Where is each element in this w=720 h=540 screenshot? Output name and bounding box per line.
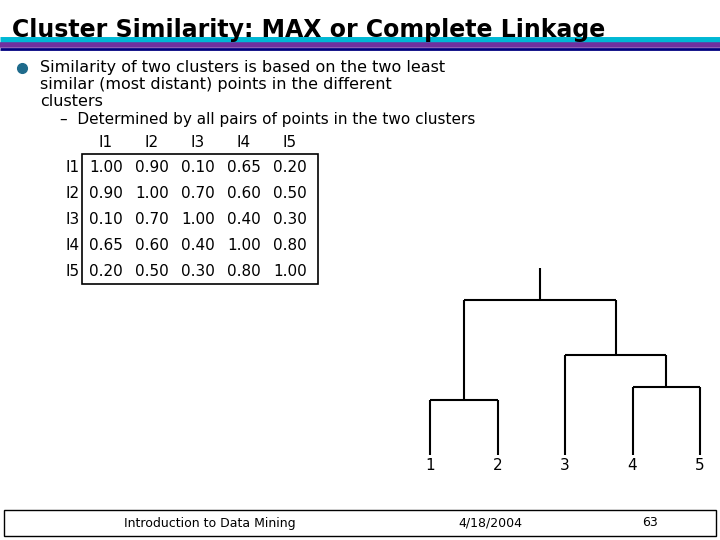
Text: 0.90: 0.90 <box>135 159 169 174</box>
Text: 1.00: 1.00 <box>227 238 261 253</box>
Text: I2: I2 <box>145 135 159 150</box>
Text: I1: I1 <box>66 159 80 174</box>
Text: Similarity of two clusters is based on the two least: Similarity of two clusters is based on t… <box>40 60 445 75</box>
Text: 1.00: 1.00 <box>181 212 215 226</box>
Text: 5: 5 <box>696 458 705 473</box>
Text: Introduction to Data Mining: Introduction to Data Mining <box>124 516 296 530</box>
Text: 0.70: 0.70 <box>181 186 215 200</box>
Text: 63: 63 <box>642 516 658 530</box>
Text: Cluster Similarity: MAX or Complete Linkage: Cluster Similarity: MAX or Complete Link… <box>12 18 606 42</box>
Text: I4: I4 <box>66 238 80 253</box>
Text: I3: I3 <box>66 212 80 226</box>
Text: 0.10: 0.10 <box>181 159 215 174</box>
Text: 0.65: 0.65 <box>227 159 261 174</box>
Text: 4: 4 <box>628 458 637 473</box>
Text: I5: I5 <box>283 135 297 150</box>
Text: 1.00: 1.00 <box>273 264 307 279</box>
Text: 0.40: 0.40 <box>227 212 261 226</box>
Text: 1.00: 1.00 <box>135 186 169 200</box>
Text: 0.60: 0.60 <box>135 238 169 253</box>
Text: 1.00: 1.00 <box>89 159 123 174</box>
Text: 0.80: 0.80 <box>273 238 307 253</box>
Text: 0.60: 0.60 <box>227 186 261 200</box>
Text: 0.65: 0.65 <box>89 238 123 253</box>
Text: clusters: clusters <box>40 94 103 109</box>
Text: 0.10: 0.10 <box>89 212 123 226</box>
Text: 0.20: 0.20 <box>89 264 123 279</box>
Text: 0.70: 0.70 <box>135 212 169 226</box>
Text: similar (most distant) points in the different: similar (most distant) points in the dif… <box>40 77 392 92</box>
Text: 0.50: 0.50 <box>273 186 307 200</box>
Bar <box>82 154 318 284</box>
Text: 2: 2 <box>492 458 503 473</box>
Text: 0.40: 0.40 <box>181 238 215 253</box>
Text: 0.20: 0.20 <box>273 159 307 174</box>
Text: 0.50: 0.50 <box>135 264 169 279</box>
Text: 0.80: 0.80 <box>227 264 261 279</box>
Text: –  Determined by all pairs of points in the two clusters: – Determined by all pairs of points in t… <box>60 112 475 127</box>
Text: 3: 3 <box>560 458 570 473</box>
Text: I2: I2 <box>66 186 80 200</box>
Text: I4: I4 <box>237 135 251 150</box>
Text: I3: I3 <box>191 135 205 150</box>
Text: 0.90: 0.90 <box>89 186 123 200</box>
Bar <box>4 510 716 536</box>
Text: 1: 1 <box>426 458 435 473</box>
Text: I1: I1 <box>99 135 113 150</box>
Text: I5: I5 <box>66 264 80 279</box>
Text: 4/18/2004: 4/18/2004 <box>458 516 522 530</box>
Text: 0.30: 0.30 <box>181 264 215 279</box>
Text: 0.30: 0.30 <box>273 212 307 226</box>
